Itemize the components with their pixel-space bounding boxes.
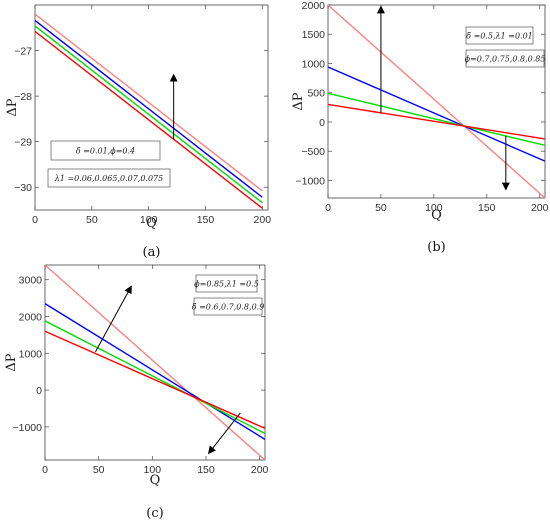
legend-text: ϕ=0.7,0.75,0.8,0.85 [465, 55, 546, 64]
x-tick-label: 50 [375, 202, 387, 214]
x-tick-label: 0 [325, 202, 331, 214]
y-tick-label: 2000 [19, 312, 43, 324]
panel-caption: (b) [427, 240, 445, 255]
series-line [328, 103, 545, 140]
y-tick-label: 2000 [302, 0, 326, 12]
series-line [35, 30, 263, 209]
x-tick-label: 200 [251, 464, 269, 476]
series-line [35, 25, 263, 204]
x-tick-label: 100 [140, 214, 158, 226]
y-tick-label: 1500 [302, 29, 326, 41]
y-tick-label: 1000 [302, 58, 326, 70]
trend-arrow [95, 285, 132, 353]
chart-panel: 0 50 100 150 200 −1000 0 1000 2000 3000 ϕ=0.85,λ1 … [4, 264, 269, 521]
y-tick-label: −27 [14, 46, 32, 58]
x-tick-label: 150 [478, 202, 496, 214]
legend-box [195, 274, 258, 293]
series-line [45, 330, 265, 429]
x-tick-label: 200 [254, 214, 272, 226]
x-tick-label: 0 [32, 214, 38, 226]
legend-box [193, 297, 263, 316]
y-tick-label: −28 [14, 91, 32, 103]
plot-frame [44, 264, 266, 461]
y-tick-label: 1000 [19, 348, 43, 360]
legend-box [465, 26, 534, 45]
x-tick-label: 100 [144, 464, 162, 476]
plot-frame [34, 4, 269, 211]
legend-text: λ1 =0.06,0.065,0.07,0.075 [54, 174, 163, 183]
series-line [45, 320, 265, 435]
series-line [45, 265, 265, 460]
y-tick-label: −29 [14, 137, 32, 149]
legend-text: δ̄ =0.01,ϕ=0.4 [76, 147, 135, 156]
panel-caption: (a) [143, 245, 161, 260]
x-tick-label: 50 [86, 214, 98, 226]
series-line [35, 19, 263, 198]
series-line [35, 13, 263, 192]
trend-arrow [207, 412, 241, 455]
x-axis-label: Q [146, 216, 157, 231]
x-tick-label: 0 [42, 464, 48, 476]
y-tick-label: 0 [319, 117, 325, 129]
y-axis-label: ΔP [5, 98, 20, 116]
y-axis-label: ΔP [4, 353, 19, 371]
y-tick-label: −500 [301, 146, 325, 158]
chart-panel: 0 50 100 150 200 −1000 −500 0 500 1000 1500 2000 δ̄ … [291, 0, 549, 255]
x-axis-label: Q [150, 473, 161, 488]
series-line [328, 66, 545, 162]
legend-text: δ̄ =0.6,0.7,0.8,0.9 [192, 303, 265, 312]
legend-box [47, 168, 171, 188]
series-line [328, 92, 545, 147]
x-tick-label: 50 [93, 464, 105, 476]
y-tick-label: 3000 [19, 275, 43, 287]
panel-caption: (c) [146, 506, 163, 521]
series-line [45, 303, 265, 440]
plot-frame [327, 4, 546, 199]
chart-panel: 0 50 100 150 200 −30 −29 −28 −27 δ̄ =0.01,ϕ=0.4 λ1… [5, 4, 272, 260]
legend-text: δ̄ =0.5,λ1 =0.01 [466, 32, 533, 41]
x-tick-label: 150 [197, 464, 215, 476]
y-tick-label: −1000 [13, 422, 43, 434]
legend-text: ϕ=0.85,λ1 =0.5 [194, 280, 259, 289]
x-tick-label: 100 [425, 202, 443, 214]
x-tick-label: 200 [531, 202, 549, 214]
series-line [328, 5, 545, 198]
legend-box [465, 49, 545, 68]
y-axis-label: ΔP [291, 92, 306, 110]
x-tick-label: 150 [197, 214, 215, 226]
x-axis-label: Q [431, 208, 442, 223]
y-tick-label: −30 [14, 182, 32, 194]
y-tick-label: 500 [307, 88, 325, 100]
y-tick-label: 0 [36, 385, 42, 397]
legend-box [50, 140, 161, 161]
y-tick-label: −1000 [296, 175, 326, 187]
